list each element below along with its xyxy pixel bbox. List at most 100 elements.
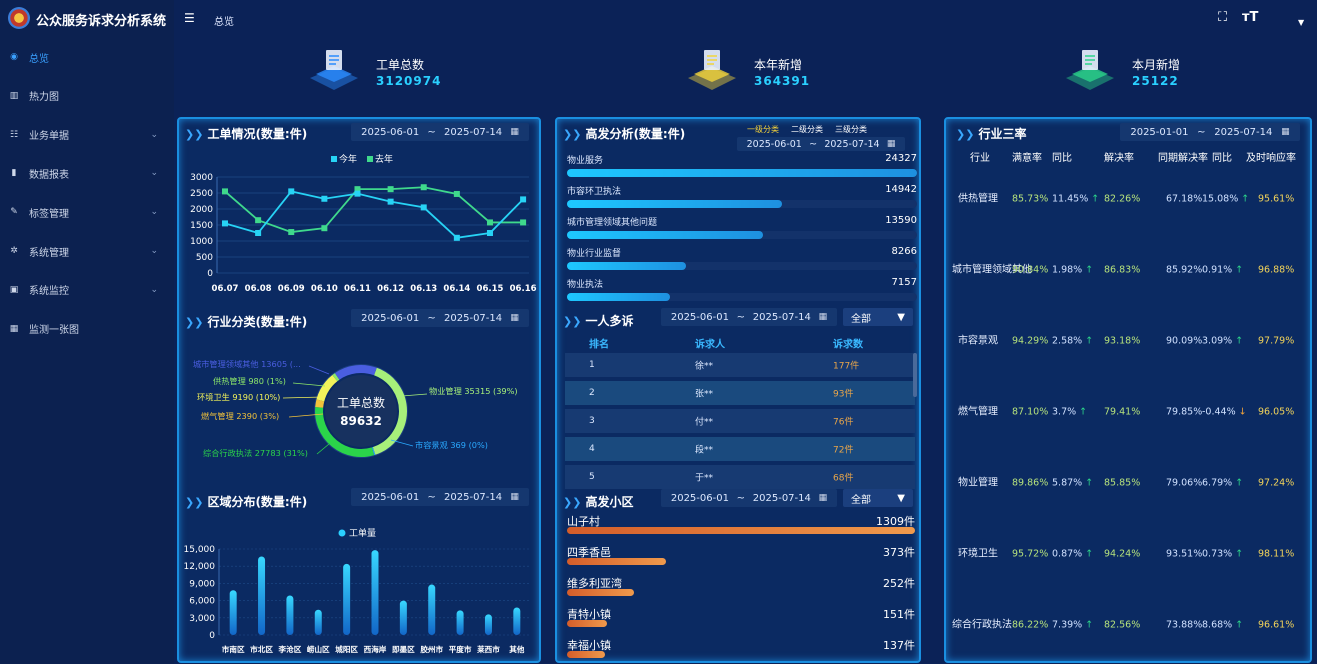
rate-satisfaction: 86.22%: [1012, 619, 1049, 631]
stat-value: 3120974: [376, 74, 442, 88]
rate-solve: 85.85%: [1104, 477, 1141, 489]
font-size-icon[interactable]: тT: [1242, 10, 1259, 25]
hotspot-tab-0[interactable]: 一级分类: [747, 125, 779, 134]
data-point: [354, 190, 361, 197]
hotspot-tab-2[interactable]: 三级分类: [835, 125, 867, 134]
table-row[interactable]: 2 张** 93件: [565, 381, 915, 405]
user-dropdown-icon[interactable]: ▼: [1298, 18, 1305, 27]
legend-swatch: [331, 156, 337, 162]
arrow-up-icon: ↑: [1085, 477, 1094, 489]
community-count: 1309件: [876, 515, 915, 528]
hotspot-item-bar: [567, 262, 686, 270]
workorder-line-chart: 今年 去年 0 500 1000 1500 2000 2500 3000 06.07 06.08 06…: [190, 153, 537, 294]
count-cell: 93件: [833, 389, 854, 400]
fullscreen-icon[interactable]: ⛶: [1218, 10, 1228, 25]
rates-date-picker[interactable]: 2025-01-01 ~2025-07-14 ▦: [1120, 123, 1300, 141]
sidebar-item-label: 系统监控: [29, 286, 69, 298]
repeat-date-picker[interactable]: 2025-06-01 ~2025-07-14 ▦: [661, 308, 837, 326]
rate-prev-solve: 73.88%: [1166, 619, 1203, 631]
rates-header-cell: 行业: [970, 153, 990, 164]
community-bar: [567, 620, 608, 627]
industry-date-picker[interactable]: 2025-06-01 ~2025-07-14 ▦: [351, 309, 529, 327]
rate-industry: 市容景观: [958, 335, 998, 347]
community-name: 维多利亚湾: [567, 577, 622, 590]
data-point: [288, 188, 295, 195]
y-tick-label: 6,000: [189, 597, 215, 607]
sidebar-item-5[interactable]: ✲ 系统管理 ⌄: [0, 232, 174, 270]
count-cell: 72件: [833, 445, 854, 456]
data-point: [420, 204, 427, 211]
sidebar-item-4[interactable]: ✎ 标签管理 ⌄: [0, 193, 174, 231]
sidebar: 公众服务诉求分析系统 ◉ 总览 ▥ 热力图 ☷ 业务单据 ⌄ ▮ 数据报表 ⌄ …: [0, 0, 174, 664]
rate-satisfaction: 89.86%: [1012, 477, 1049, 489]
chevron-down-icon: ▼: [897, 311, 905, 323]
rates-header-cell: 及时响应率: [1246, 153, 1296, 164]
stat-document-icon: [1066, 50, 1114, 90]
table-row[interactable]: 4 段** 72件: [565, 437, 915, 461]
slice-leader-line: [401, 393, 428, 397]
sidebar-item-0[interactable]: ◉ 总览: [0, 38, 174, 76]
sidebar-item-3[interactable]: ▮ 数据报表 ⌄: [0, 154, 174, 192]
x-tick-label: 06.12: [377, 284, 404, 294]
industry-title: ❯❯ 行业分类(数量:件): [185, 315, 308, 329]
rate-satisfaction: 90.84%: [1012, 264, 1049, 276]
sidebar-item-label: 系统管理: [29, 247, 69, 259]
table-row: 城市管理领域其他 90.84% 1.98% ↑ 86.83% 85.92% 0.…: [946, 235, 1316, 305]
x-tick-label: 市北区: [250, 644, 273, 654]
rate-prev-solve: 93.51%: [1166, 548, 1203, 560]
count-cell: 76件: [833, 417, 854, 428]
sidebar-item-2[interactable]: ☷ 业务单据 ⌄: [0, 116, 174, 154]
arrow-up-icon: ↑: [1085, 548, 1094, 560]
y-tick-label: 1500: [190, 221, 213, 231]
table-row[interactable]: 1 徐** 177件: [565, 353, 915, 377]
bar: [428, 584, 436, 635]
rate-yoy2: 6.79%: [1202, 477, 1233, 489]
rate-yoy1: 5.87%: [1052, 477, 1083, 489]
slice-label: 市容景观 369 (0%): [415, 440, 488, 450]
rate-yoy1: 7.39%: [1052, 619, 1083, 631]
count-cell: 177件: [833, 361, 860, 372]
bar: [343, 563, 351, 635]
hotspot-tab-1[interactable]: 二级分类: [791, 125, 823, 134]
app-title: 公众服务诉求分析系统: [36, 14, 167, 29]
sidebar-item-label: 数据报表: [29, 169, 69, 181]
calendar-icon: ▦: [818, 493, 828, 503]
table-row[interactable]: 5 于** 68件: [565, 465, 915, 489]
hotspot-item-name: 物业服务: [567, 156, 604, 166]
slice-leader-line: [316, 443, 330, 455]
hotspot-item-name: 物业执法: [567, 280, 604, 290]
data-point: [288, 229, 295, 236]
y-tick-label: 0: [207, 269, 213, 279]
arrow-up-icon: ↑: [1235, 477, 1244, 489]
repeat-scrollbar[interactable]: [913, 353, 917, 397]
community-name: 幸福小镇: [567, 639, 611, 652]
x-tick-label: 06.13: [410, 284, 437, 294]
rate-yoy2: 0.91%: [1202, 264, 1233, 276]
x-tick-label: 城阳区: [335, 644, 358, 654]
community-date-picker[interactable]: 2025-06-01 ~2025-07-14 ▦: [661, 489, 837, 507]
x-tick-label: 06.10: [311, 284, 338, 294]
district-date-picker[interactable]: 2025-06-01 ~2025-07-14 ▦: [351, 488, 529, 506]
sidebar-item-6[interactable]: ▣ 系统监控 ⌄: [0, 271, 174, 309]
x-tick-label: 06.09: [278, 284, 305, 294]
rate-timely: 95.61%: [1258, 193, 1295, 205]
workorder-date-picker[interactable]: 2025-06-01 ~2025-07-14 ▦: [351, 123, 529, 141]
table-row[interactable]: 3 付** 76件: [565, 409, 915, 433]
hotspot-date-picker[interactable]: 2025-06-01 ~2025-07-14 ▦: [737, 137, 905, 151]
slice-label: 城市管理领域其他 13605 (...: [193, 359, 301, 369]
arrow-up-icon: ↑: [1235, 335, 1244, 347]
panel-middle: ❯❯ 高发分析(数量:件) 一级分类 二级分类 三级分类 2025-06-01 ~202…: [555, 117, 921, 663]
name-cell: 张**: [695, 389, 714, 400]
menu-toggle-icon[interactable]: ☰: [184, 11, 195, 25]
rate-yoy1: 3.7%: [1052, 406, 1077, 418]
legend-label: 工单量: [349, 527, 376, 539]
repeat-filter-select[interactable]: 全部 ▼: [843, 308, 913, 326]
monitor-icon: ▣: [9, 284, 19, 295]
table-row: 环境卫生 95.72% 0.87% ↑ 94.24% 93.51% 0.73% …: [946, 519, 1316, 589]
x-tick-label: 平度市: [449, 644, 472, 654]
sidebar-item-1[interactable]: ▥ 热力图: [0, 77, 174, 115]
community-filter-select[interactable]: 全部 ▼: [843, 489, 913, 507]
sidebar-item-7[interactable]: ▦ 监测一张图: [0, 310, 174, 348]
arrow-up-icon: ↑: [1091, 193, 1100, 205]
rate-yoy1: 11.45%: [1052, 193, 1089, 205]
